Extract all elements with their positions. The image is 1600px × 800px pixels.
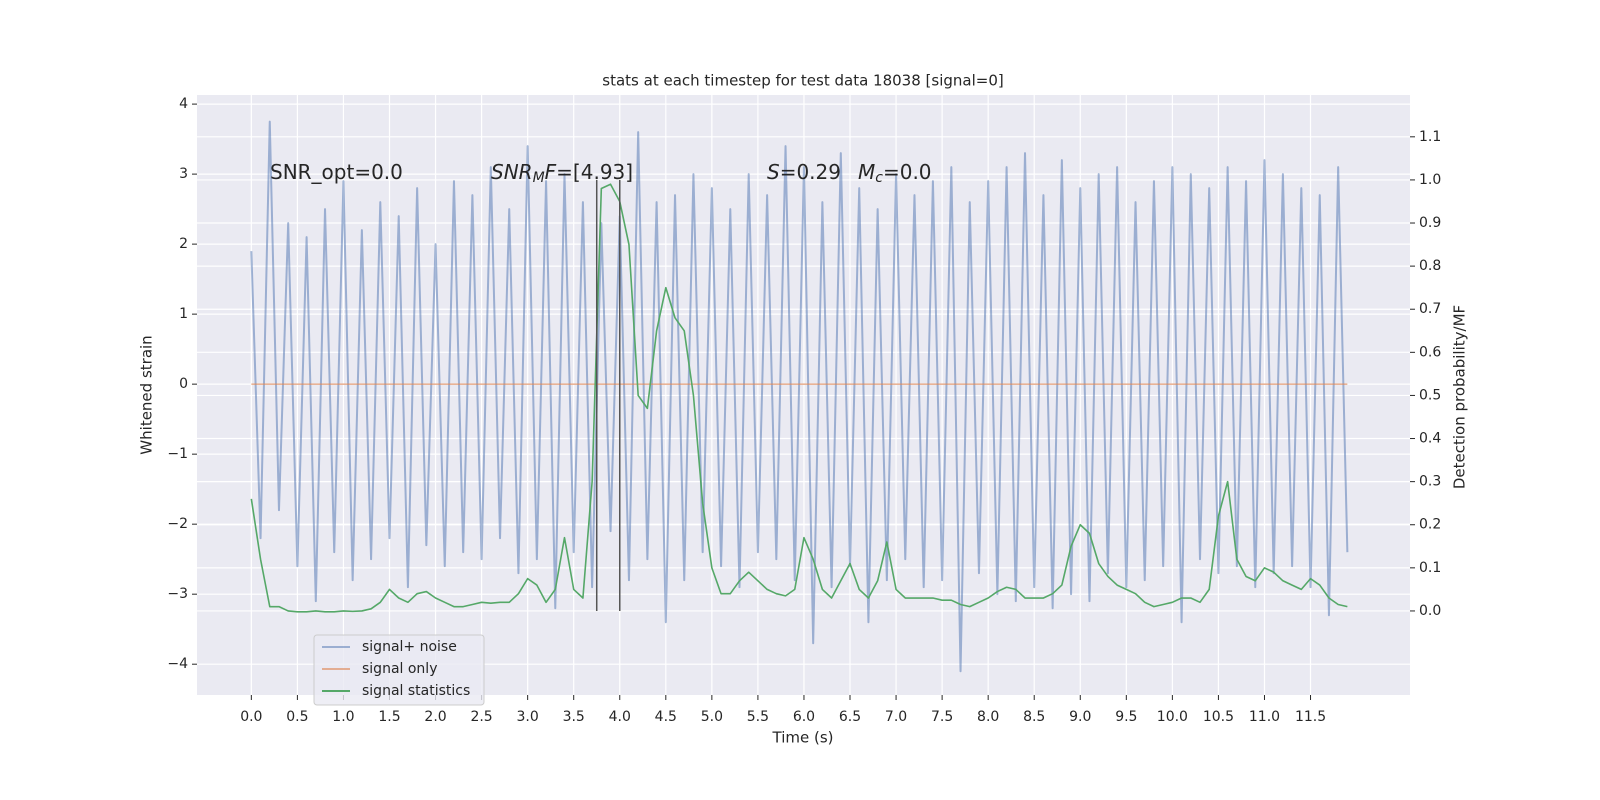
x-tick-label: 4.5	[655, 709, 677, 725]
x-tick-label: 0.0	[240, 709, 262, 725]
x-tick-label: 3.5	[563, 709, 585, 725]
series-line	[250, 183, 1348, 613]
x-tick-label: 4.0	[609, 709, 631, 725]
annotation-part: =0.29	[780, 160, 841, 184]
y2-tick-label: 0.0	[1419, 603, 1441, 619]
y-tick-label: −4	[167, 656, 188, 672]
annotation-part: =[4.93]	[556, 160, 633, 184]
y2-tick-label: 0.5	[1419, 387, 1441, 403]
y2-axis-label: Detection probability/MF	[1451, 305, 1469, 489]
x-tick-label: 7.5	[931, 709, 953, 725]
x-tick-label: 3.0	[517, 709, 539, 725]
y2-tick-label: 0.1	[1419, 560, 1441, 576]
legend-box	[313, 634, 485, 706]
x-tick-label: 7.0	[885, 709, 907, 725]
x-tick-label: 11.0	[1249, 709, 1280, 725]
x-tick-label: 9.5	[1115, 709, 1137, 725]
annotation-part: SNR_opt=0.0	[270, 160, 403, 184]
x-tick-label: 6.0	[793, 709, 815, 725]
x-tick-label: 6.5	[839, 709, 861, 725]
annotation-part: =0.0	[883, 160, 932, 184]
y-tick-label: 0	[179, 376, 188, 392]
series-line	[250, 120, 1349, 673]
x-tick-label: 11.5	[1295, 709, 1326, 725]
x-axis-label: Time (s)	[772, 729, 834, 747]
y-axis-label: Whitened strain	[138, 335, 156, 454]
x-tick-label: 2.0	[424, 709, 446, 725]
annotation-part: c	[875, 170, 883, 186]
y-tick-label: −1	[167, 446, 188, 462]
x-tick-label: 1.0	[332, 709, 354, 725]
x-tick-label: 10.5	[1203, 709, 1234, 725]
x-tick-label: 10.0	[1157, 709, 1188, 725]
y2-tick-label: 0.9	[1419, 215, 1441, 231]
x-tick-label: 5.0	[701, 709, 723, 725]
annotation-part: F	[545, 160, 557, 184]
y-tick-label: 1	[179, 306, 188, 322]
y-tick-label: −2	[167, 516, 188, 532]
y-tick-label: 2	[179, 236, 188, 252]
x-tick-label: 9.0	[1069, 709, 1091, 725]
y-tick-label: 4	[179, 96, 188, 112]
chart-title: stats at each timestep for test data 180…	[602, 72, 1003, 90]
x-tick-label: 0.5	[286, 709, 308, 725]
annotation: Mc=0.0	[858, 160, 932, 187]
y2-tick-label: 0.6	[1419, 344, 1441, 360]
y-tick-label: −3	[167, 586, 188, 602]
annotation-part: M	[533, 170, 545, 186]
y-tick-label: 3	[179, 166, 188, 182]
annotation: S=0.29	[767, 160, 841, 184]
y2-tick-label: 0.4	[1419, 431, 1441, 447]
legend-label: signal only	[362, 661, 437, 677]
x-tick-label: 1.5	[378, 709, 400, 725]
annotation-part: S	[767, 160, 780, 184]
y2-tick-label: 0.8	[1419, 258, 1441, 274]
annotation: SNR_opt=0.0	[270, 160, 403, 184]
y2-tick-label: 0.2	[1419, 517, 1441, 533]
annotation: SNRMF=[4.93]	[491, 160, 633, 187]
y2-tick-label: 0.7	[1419, 301, 1441, 317]
y2-tick-label: 1.0	[1419, 172, 1441, 188]
x-tick-label: 8.5	[1023, 709, 1045, 725]
annotation-part: M	[858, 160, 875, 184]
x-tick-label: 5.5	[747, 709, 769, 725]
x-tick-label: 2.5	[470, 709, 492, 725]
annotation-part: SNR	[491, 160, 533, 184]
legend-label: signal statistics	[362, 683, 470, 699]
y2-tick-label: 1.1	[1419, 129, 1441, 145]
x-tick-label: 8.0	[977, 709, 999, 725]
legend-label: signal+ noise	[362, 639, 457, 655]
y2-tick-label: 0.3	[1419, 474, 1441, 490]
